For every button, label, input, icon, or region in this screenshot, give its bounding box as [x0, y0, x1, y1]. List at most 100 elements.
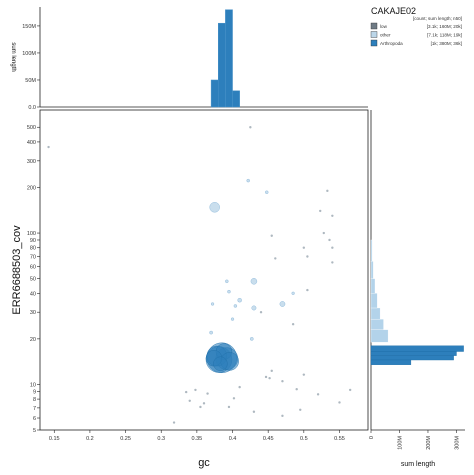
y-tick-label: 90 [30, 238, 36, 244]
right-hist-tick-label: 0 [369, 436, 375, 439]
scatter-point-other [246, 178, 250, 183]
scatter-point-other [227, 289, 231, 294]
scatter-point-low [227, 405, 231, 409]
legend-title: CAKAJE02 [371, 6, 416, 16]
top-hist-tick-label: 150M [22, 24, 36, 30]
scatter-point-low [206, 392, 209, 395]
scatter-point-low [264, 375, 268, 379]
scatter-point-low [322, 231, 325, 235]
scatter-point-low [274, 257, 277, 260]
scatter-point-other [225, 279, 229, 284]
scatter-point-low [188, 399, 191, 402]
right-hist-bar-other [370, 261, 374, 279]
y-tick-label: 400 [27, 140, 36, 146]
y-tick-label: 6 [33, 416, 36, 422]
scatter-point-low [270, 234, 273, 237]
y-tick-label: 200 [27, 185, 36, 191]
legend-swatch [370, 39, 378, 47]
scatter-point-low [172, 421, 176, 424]
scatter-point-low [331, 214, 334, 218]
right-hist-bar-other [370, 293, 378, 309]
right-hist-bar-arthropoda [370, 351, 457, 356]
y-tick-label: 80 [30, 246, 36, 252]
scatter-point-low [268, 376, 271, 380]
scatter-point-low [184, 390, 188, 394]
scatter-point-low [326, 189, 329, 193]
scatter-point-low [328, 238, 331, 242]
scatter-point-low [331, 261, 334, 264]
scatter-point-low [302, 246, 306, 249]
scatter-point-low [331, 246, 334, 249]
y-tick-label: 5 [33, 428, 36, 434]
y-axis-title: ERR6688503_cov [11, 225, 23, 315]
top-hist-bar [232, 90, 240, 108]
legend-entry-stats: [1k; 380M; 36k] [431, 41, 462, 46]
scatter-point-low [281, 380, 284, 383]
y-tick-label: 10 [30, 382, 36, 388]
legend-swatch [370, 31, 378, 38]
top-hist-ylabel: sum length [10, 42, 16, 71]
scatter-point-other [210, 302, 215, 306]
scatter-point-low [306, 255, 309, 258]
right-hist-bar-other [370, 239, 373, 262]
scatter-point-low [270, 369, 273, 373]
x-tick-label: 0.35 [192, 436, 203, 442]
right-hist-tick-label: 100M [397, 436, 403, 450]
y-tick-label: 8 [33, 397, 36, 403]
y-tick-label: 30 [30, 310, 36, 316]
y-tick-label: 70 [30, 255, 36, 261]
scatter-point-other [279, 301, 286, 307]
legend-entry-stats: [7.1k; 118M; 19k] [427, 32, 462, 37]
x-tick-label: 0.3 [157, 436, 165, 442]
scatter-point-low [316, 393, 320, 396]
scatter-point-low [319, 209, 322, 213]
top-hist-tick-label: 100M [22, 51, 36, 57]
right-hist-tick-label: 300M [454, 436, 460, 450]
scatter-point-other [291, 291, 295, 295]
top-hist-bar [218, 22, 226, 108]
top-hist-tick-label: 50M [25, 78, 36, 84]
legend-entry-stats: [3.1k; 160M; 20k] [427, 24, 462, 29]
x-tick-label: 0.5 [300, 436, 308, 442]
y-tick-label: 9 [33, 389, 36, 395]
y-tick-label: 20 [30, 337, 36, 343]
right-hist-bar-arthropoda [370, 359, 412, 365]
top-hist-bar [210, 79, 219, 108]
right-hist-bar-other [370, 307, 381, 320]
legend-swatch [370, 22, 378, 30]
x-tick-label: 0.45 [263, 436, 274, 442]
scatter-point-other [265, 190, 269, 194]
scatter-point-other [209, 202, 220, 213]
right-hist-xlabel: sum length [401, 461, 435, 468]
scatter-point-low [199, 405, 202, 409]
scatter-point-arthropoda [213, 356, 228, 371]
legend-entry-name: Arthropoda [380, 41, 403, 46]
scatter-point-low [194, 388, 197, 392]
right-hist-bar-other [370, 318, 384, 330]
x-tick-label: 0.4 [229, 436, 237, 442]
scatter-point-low [338, 401, 341, 404]
scatter-point-low [238, 385, 241, 389]
scatter-point-low [259, 311, 263, 314]
y-tick-label: 60 [30, 265, 36, 271]
scatter-point-low [47, 145, 50, 149]
scatter-point-other [230, 317, 235, 321]
scatter-point-low [291, 322, 295, 326]
top-hist-bar [225, 9, 233, 108]
x-tick-label: 0.2 [86, 436, 94, 442]
scatter-point-low [202, 402, 206, 405]
main-panel-frame [39, 109, 369, 431]
scatter-point-low [302, 373, 306, 376]
scatter-point-other [237, 298, 242, 303]
right-hist-bar-arthropoda [370, 355, 454, 361]
scatter-point-other [250, 278, 258, 285]
y-tick-label: 100 [27, 231, 36, 237]
y-tick-label: 500 [27, 125, 36, 131]
x-tick-label: 0.15 [49, 436, 60, 442]
y-tick-label: 300 [27, 159, 36, 165]
scatter-point-other [233, 304, 238, 308]
legend-header: [count; sum length; n50] [413, 16, 462, 21]
top-hist-tick-label: 0.0 [28, 105, 36, 111]
